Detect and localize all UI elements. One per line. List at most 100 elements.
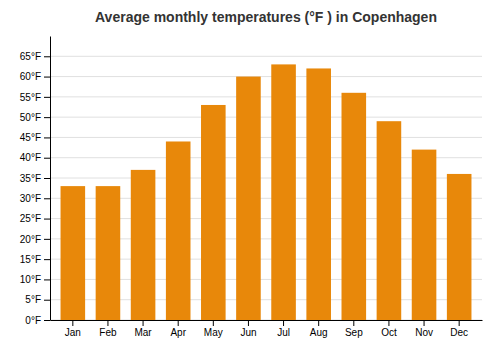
x-tick: Sep	[345, 320, 363, 338]
y-tick: 15°F	[20, 254, 50, 265]
x-tick: Mar	[134, 320, 152, 338]
y-tick: 60°F	[20, 71, 50, 82]
y-tick-mark	[44, 300, 50, 301]
x-tick-mark	[107, 320, 108, 326]
y-tick: 45°F	[20, 132, 50, 143]
x-tick: Aug	[310, 320, 328, 338]
bar	[236, 77, 261, 320]
bar	[412, 150, 437, 320]
y-tick-label: 65°F	[20, 51, 41, 62]
y-tick: 65°F	[20, 51, 50, 62]
bar	[96, 186, 121, 320]
x-tick-label: Jan	[65, 327, 81, 338]
y-tick-label: 0°F	[25, 315, 41, 326]
bar	[306, 68, 331, 320]
bar	[201, 105, 226, 320]
x-axis: Jan Feb Mar Apr May Jun Jul Aug Sep Oct Nov Dec	[51, 320, 483, 338]
x-tick-mark	[424, 320, 425, 326]
x-tick-mark	[459, 320, 460, 326]
x-tick-label: Dec	[450, 327, 468, 338]
y-tick-label: 5°F	[25, 294, 41, 305]
x-tick: Oct	[381, 320, 397, 338]
y-tick-mark	[44, 97, 50, 98]
x-tick-label: Aug	[310, 327, 328, 338]
y-axis: 0°F 5°F 10°F 15°F 20°F 25°F 30°F 35°F 40°F 45°F 50…	[20, 37, 51, 326]
y-tick: 55°F	[20, 92, 50, 103]
y-axis-line	[50, 37, 51, 321]
x-tick-mark	[213, 320, 214, 326]
x-tick-mark	[72, 320, 73, 326]
y-tick: 50°F	[20, 112, 50, 123]
x-tick-label: Mar	[134, 327, 152, 338]
x-tick-mark	[318, 320, 319, 326]
x-tick: Nov	[415, 320, 433, 338]
grid-line	[50, 96, 482, 97]
x-tick-label: Nov	[415, 327, 433, 338]
x-tick-mark	[283, 320, 284, 326]
bar	[271, 64, 296, 320]
y-tick-mark	[44, 239, 50, 240]
x-axis-line	[51, 320, 483, 321]
x-tick: May	[204, 320, 223, 338]
x-tick-mark	[388, 320, 389, 326]
x-tick-label: Oct	[381, 327, 397, 338]
y-tick-mark	[44, 219, 50, 220]
y-tick: 35°F	[20, 173, 50, 184]
y-tick-label: 15°F	[20, 254, 41, 265]
grid-line	[50, 56, 482, 57]
y-tick: 40°F	[20, 152, 50, 163]
x-tick-mark	[353, 320, 354, 326]
x-tick: Jan	[65, 320, 81, 338]
y-tick-label: 60°F	[20, 71, 41, 82]
y-tick-label: 25°F	[20, 213, 41, 224]
y-tick-mark	[44, 320, 50, 321]
bar	[342, 93, 367, 320]
x-tick: Dec	[450, 320, 468, 338]
y-tick: 20°F	[20, 234, 50, 245]
y-tick: 0°F	[25, 315, 50, 326]
y-tick-label: 50°F	[20, 112, 41, 123]
x-tick-mark	[143, 320, 144, 326]
y-tick: 5°F	[25, 294, 50, 305]
y-tick-label: 10°F	[20, 274, 41, 285]
x-tick-mark	[178, 320, 179, 326]
grid	[50, 56, 482, 320]
x-tick-label: May	[204, 327, 223, 338]
x-tick: Feb	[99, 320, 117, 338]
bar	[377, 121, 402, 320]
title: Average monthly temperatures (°F ) in Co…	[95, 9, 437, 25]
y-tick-label: 40°F	[20, 152, 41, 163]
y-tick: 30°F	[20, 193, 50, 204]
grid-line	[50, 76, 482, 77]
x-tick-label: Apr	[170, 327, 186, 338]
y-tick: 10°F	[20, 274, 50, 285]
bar	[166, 141, 191, 320]
x-tick-label: Sep	[345, 327, 363, 338]
x-tick-label: Jul	[277, 327, 290, 338]
y-tick-label: 55°F	[20, 92, 41, 103]
y-tick-mark	[44, 56, 50, 57]
y-tick-mark	[44, 158, 50, 159]
x-tick: Jun	[240, 320, 256, 338]
x-tick: Apr	[170, 320, 186, 338]
y-tick: 25°F	[20, 213, 50, 224]
bar	[447, 174, 472, 320]
y-tick-mark	[44, 178, 50, 179]
bar	[131, 170, 156, 320]
y-tick-mark	[44, 259, 50, 260]
y-tick-mark	[44, 279, 50, 280]
y-tick-label: 20°F	[20, 234, 41, 245]
y-tick-mark	[44, 198, 50, 199]
y-tick-mark	[44, 137, 50, 138]
x-tick-label: Feb	[99, 327, 117, 338]
grid-line	[50, 117, 482, 118]
x-tick-label: Jun	[240, 327, 256, 338]
x-tick-mark	[248, 320, 249, 326]
y-tick-label: 35°F	[20, 173, 41, 184]
y-tick-mark	[44, 77, 50, 78]
bars	[61, 64, 472, 320]
chart-container: Jan Feb Mar Apr May Jun Jul Aug Sep Oct Nov Dec 0°F 5…	[0, 0, 500, 350]
bar	[61, 186, 86, 320]
grid-line	[50, 137, 482, 138]
y-tick-label: 45°F	[20, 132, 41, 143]
